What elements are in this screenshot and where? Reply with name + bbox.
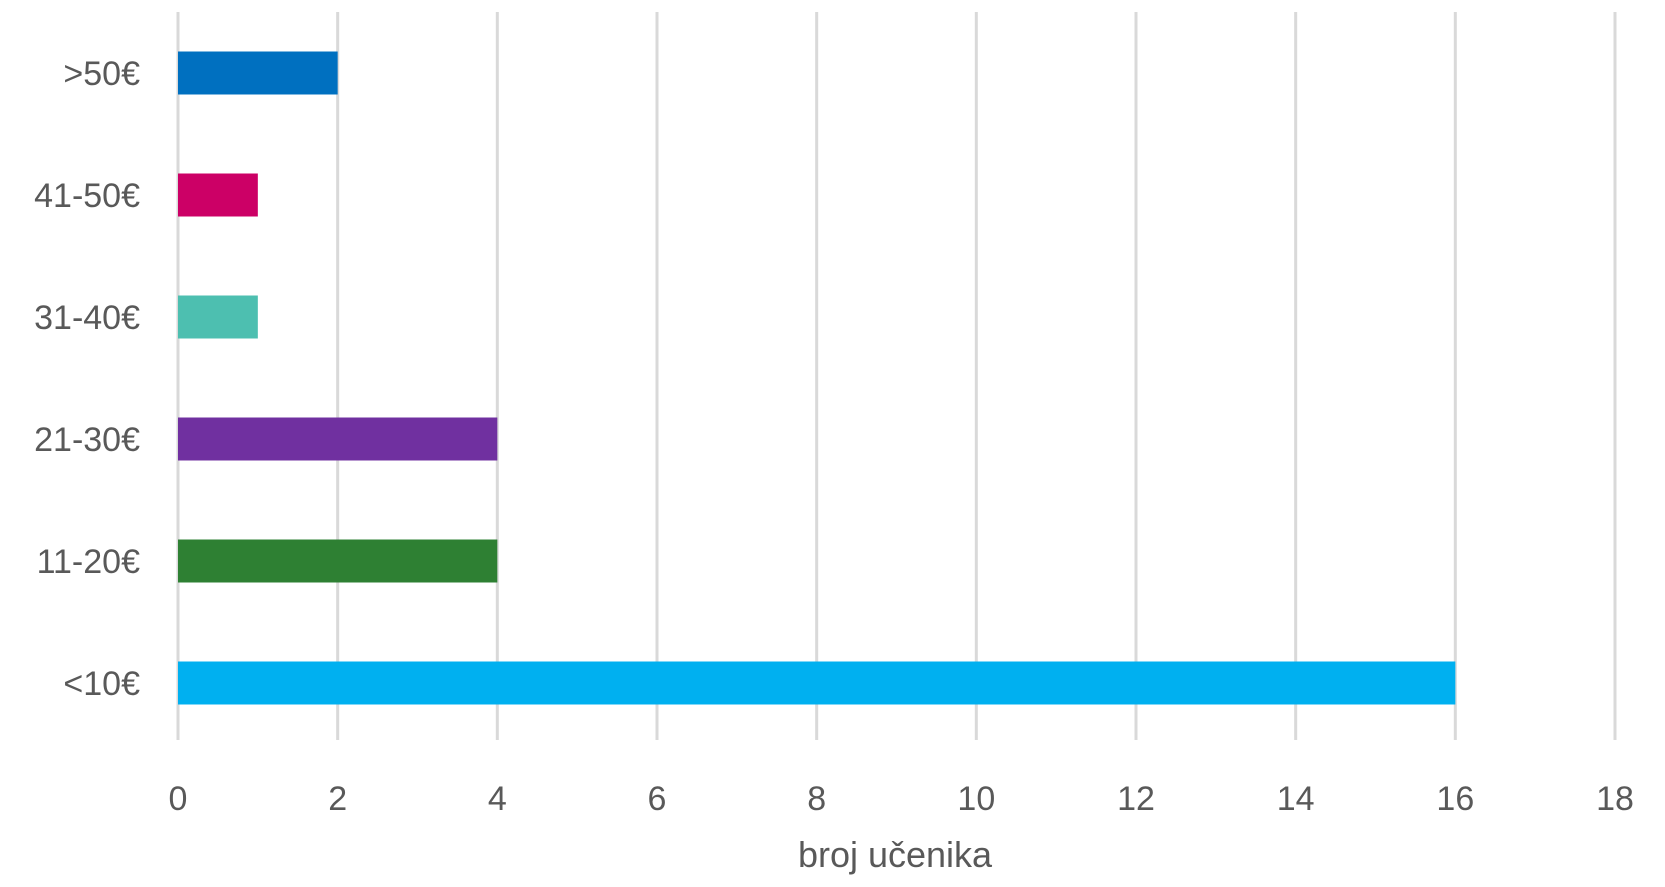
bar-1 xyxy=(178,539,498,583)
bar-0 xyxy=(178,661,1456,705)
bar-3 xyxy=(178,295,258,339)
x-tick-label: 6 xyxy=(648,780,667,818)
bar-2 xyxy=(178,417,498,461)
x-tick-labels: 0 2 4 6 8 10 12 14 16 18 xyxy=(169,780,1634,818)
y-tick-label: >50€ xyxy=(63,55,140,93)
x-tick-label: 18 xyxy=(1596,780,1634,818)
y-tick-labels: <10€ 11-20€ 21-30€ 31-40€ 41-50€ >50€ xyxy=(34,55,140,703)
x-tick-label: 2 xyxy=(328,780,347,818)
y-tick-label: 41-50€ xyxy=(34,177,140,215)
x-axis-title: broj učenika xyxy=(798,834,993,875)
bar-5 xyxy=(178,51,338,95)
x-tick-label: 0 xyxy=(169,780,188,818)
y-tick-label: 31-40€ xyxy=(34,299,140,337)
gridlines xyxy=(176,12,1617,740)
x-tick-label: 10 xyxy=(957,780,995,818)
bars xyxy=(178,51,1456,705)
x-tick-label: 16 xyxy=(1436,780,1474,818)
x-tick-label: 4 xyxy=(488,780,507,818)
x-tick-label: 8 xyxy=(807,780,826,818)
bar-4 xyxy=(178,173,258,217)
x-tick-label: 14 xyxy=(1277,780,1315,818)
y-tick-label: <10€ xyxy=(63,665,140,703)
y-tick-label: 11-20€ xyxy=(37,543,140,581)
y-tick-label: 21-30€ xyxy=(34,421,140,459)
x-tick-label: 12 xyxy=(1117,780,1155,818)
